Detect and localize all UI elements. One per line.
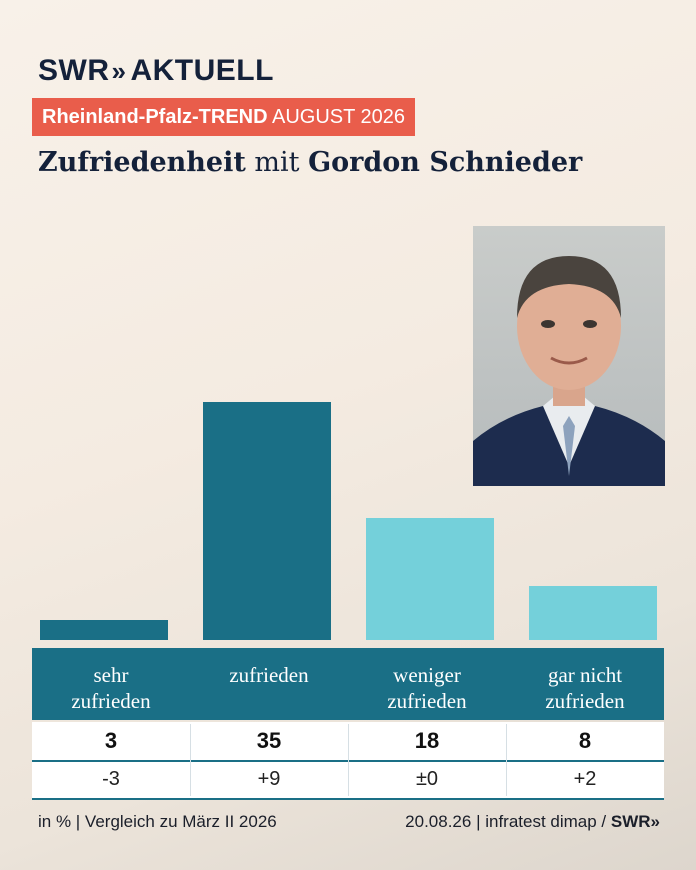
category-label-4: gar nicht zufrieden: [545, 663, 625, 713]
category-label-1: sehr zufrieden: [71, 663, 151, 713]
column-separator: [348, 724, 349, 796]
banner-rest: AUGUST 2026: [272, 106, 406, 128]
bar-4: [529, 585, 657, 640]
column-separator: [506, 724, 507, 796]
swr-aktuell-logo: SWR» AKTUELL: [38, 54, 274, 88]
title-part1: Zufriedenheit: [38, 147, 246, 178]
brand-name: SWR: [38, 54, 110, 87]
bar-2: [203, 402, 331, 640]
chart-title: Zufriedenheit mit Gordon Schnieder: [38, 145, 582, 181]
change-cell-1: -3: [102, 768, 120, 790]
portrait-illustration: [473, 256, 665, 486]
category-label-3: weniger zufrieden: [387, 663, 467, 713]
value-cell-3: 18: [414, 728, 440, 753]
chevron-logo-icon: »: [111, 56, 127, 86]
title-part3: Gordon Schnieder: [308, 147, 583, 178]
bar-1: [40, 619, 168, 640]
title-part2: mit: [245, 147, 309, 178]
change-cell-3: ±0: [415, 768, 439, 790]
banner-bold: Rheinland-Pfalz-TREND: [42, 106, 268, 128]
footer-source: 20.08.26 | infratest dimap / SWR»: [405, 812, 660, 832]
column-separator: [190, 724, 191, 796]
change-cell-2: +9: [257, 768, 281, 790]
footer-brand: SWR»: [610, 812, 660, 831]
value-cell-1: 3: [104, 728, 118, 753]
brand-section: AKTUELL: [130, 54, 274, 87]
value-cell-4: 8: [578, 728, 592, 753]
footer-source-text: 20.08.26 | infratest dimap /: [405, 812, 611, 831]
bar-3: [366, 517, 494, 640]
footer-note: in % | Vergleich zu März II 2026: [38, 812, 277, 831]
category-label-2: zufrieden: [229, 663, 309, 687]
trend-banner: Rheinland-Pfalz-TREND AUGUST 2026: [32, 98, 416, 136]
category-header-band: [32, 648, 664, 720]
value-cell-2: 35: [256, 728, 282, 753]
politician-portrait: [473, 226, 665, 486]
change-cell-4: +2: [573, 768, 597, 790]
